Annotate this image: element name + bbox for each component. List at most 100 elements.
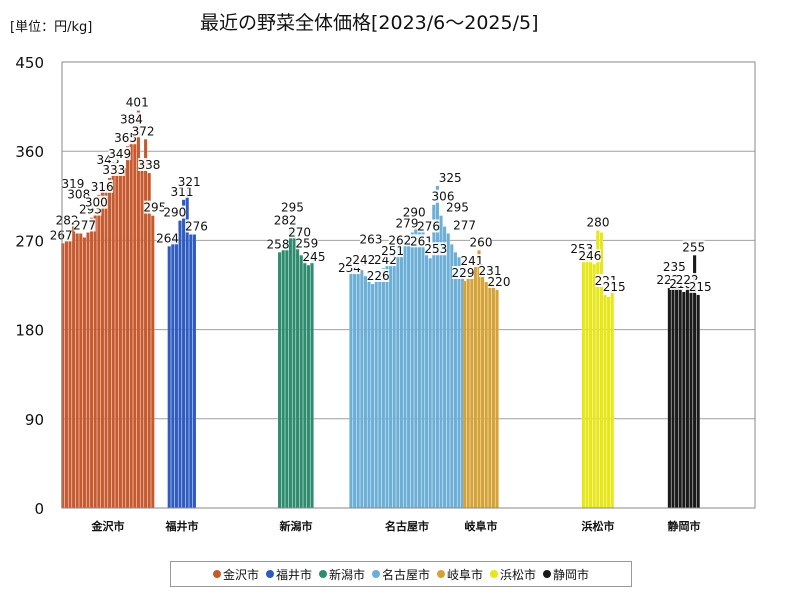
bar [143, 139, 148, 509]
bar [367, 279, 371, 509]
bar [682, 291, 686, 509]
y-tick-label: 0 [34, 500, 44, 518]
data-label: 245 [303, 250, 326, 264]
data-label: 215 [689, 280, 712, 294]
bar [488, 283, 492, 509]
data-label-bg [156, 231, 179, 245]
data-label: 308 [67, 188, 90, 202]
bar [86, 232, 90, 509]
data-label: 290 [163, 206, 186, 220]
data-label: 319 [61, 177, 84, 191]
bar [363, 275, 368, 509]
bar [388, 259, 393, 509]
bar [89, 217, 94, 509]
data-label-bg [432, 189, 454, 203]
bar [118, 172, 123, 509]
data-label: 295 [143, 201, 166, 215]
data-label-bg [120, 112, 143, 126]
bar [462, 280, 467, 509]
data-label: 215 [603, 280, 626, 294]
data-label-bg [587, 215, 609, 229]
legend-swatch [490, 570, 499, 578]
data-label-bg [689, 279, 712, 293]
bar [453, 252, 458, 509]
data-label: 255 [682, 240, 705, 254]
bar [410, 232, 414, 509]
bar [596, 230, 600, 509]
data-label-bg [360, 232, 382, 246]
bar [104, 187, 108, 509]
data-label: 241 [461, 254, 484, 268]
data-label: 333 [102, 163, 125, 177]
legend-swatch [265, 570, 274, 578]
data-label-bg [578, 249, 601, 263]
legend: 金沢市 福井市 新潟市 名古屋市 岐阜市 浜松市 静岡市 [170, 561, 632, 587]
bar [674, 274, 679, 509]
legend-swatch [543, 570, 552, 578]
x-tick-label: 福井市 [165, 519, 199, 533]
bar [370, 283, 375, 509]
data-label: 306 [432, 190, 455, 204]
x-tick-label: 岐阜市 [465, 519, 498, 533]
bar [495, 289, 499, 509]
data-label: 276 [185, 219, 208, 233]
unit-label: [単位：円/kg] [10, 20, 93, 35]
legend-item: 名古屋市 [371, 566, 430, 583]
data-label: 300 [85, 196, 108, 210]
bar [610, 288, 614, 509]
y-tick-label: 180 [15, 322, 44, 340]
bar [277, 252, 282, 509]
legend-label: 静岡市 [553, 567, 590, 582]
data-label: 321 [178, 175, 201, 189]
data-label: 295 [446, 201, 469, 215]
legend-item: 浜松市 [490, 566, 536, 583]
bar [306, 265, 311, 509]
bar [435, 185, 440, 509]
data-label: 384 [120, 112, 143, 126]
data-label: 295 [281, 201, 304, 215]
legend-swatch [212, 570, 221, 578]
legend-item: 静岡市 [543, 566, 589, 583]
legend-item: 新潟市 [318, 566, 365, 583]
bar [171, 240, 175, 509]
legend-label: 金沢市 [222, 567, 259, 582]
bar [71, 222, 76, 509]
bar [310, 251, 314, 509]
x-tick-label: 名古屋市 [385, 519, 429, 533]
data-label-bg [114, 131, 137, 145]
bar [480, 269, 485, 509]
data-label: 259 [295, 236, 318, 250]
bar [93, 210, 97, 509]
bar [667, 287, 672, 509]
legend-label: 岐阜市 [447, 567, 484, 582]
data-label-bg [663, 260, 686, 274]
chart-title: 最近の野菜全体価格[2023/6～2025/5] [200, 12, 539, 34]
legend-label: 浜松市 [500, 567, 537, 582]
legend-swatch [318, 570, 327, 578]
data-label: 365 [114, 131, 137, 145]
bar [678, 288, 682, 509]
bar [75, 233, 79, 509]
bar [685, 286, 690, 509]
data-label: 264 [156, 231, 179, 245]
data-label: 280 [587, 215, 610, 229]
data-label: 282 [56, 214, 79, 228]
bar [403, 240, 407, 509]
data-label-bg [274, 213, 297, 227]
bar [68, 238, 72, 509]
bar [111, 172, 115, 509]
legend-label: 名古屋市 [381, 567, 430, 582]
bar [122, 167, 126, 509]
bar [151, 215, 155, 509]
data-label-bg [295, 236, 318, 250]
bar [285, 242, 289, 509]
data-label-bg [267, 237, 289, 251]
bar [466, 274, 470, 509]
data-label-bg [143, 200, 166, 214]
data-label: 260 [470, 235, 493, 249]
bar [696, 294, 700, 509]
data-label: 242 [352, 253, 375, 267]
data-label-bg [352, 253, 375, 267]
bar [352, 268, 357, 509]
bar [592, 264, 596, 509]
